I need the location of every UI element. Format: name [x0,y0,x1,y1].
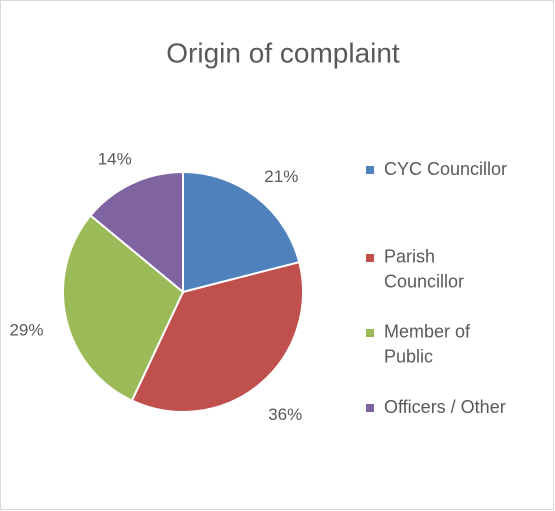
data-label: 14% [98,150,132,169]
pie-slice [62,214,185,402]
chart-title: Origin of complaint [166,37,400,68]
pie-slice [182,170,301,294]
legend-label: CYC Councillor [384,159,507,179]
data-label: 21% [264,167,298,186]
legend-swatch [366,329,374,337]
pie-slice [130,260,304,413]
data-label: 29% [9,321,43,340]
legend-label: Member of Public [384,321,471,366]
data-label: 36% [268,405,302,424]
pie-slice [89,170,184,295]
legend-swatch [366,404,374,412]
legend-swatch [366,254,374,262]
legend-swatch [366,166,374,174]
legend-label: Officers / Other [384,397,506,417]
legend-label: Parish Councillor [384,246,464,291]
